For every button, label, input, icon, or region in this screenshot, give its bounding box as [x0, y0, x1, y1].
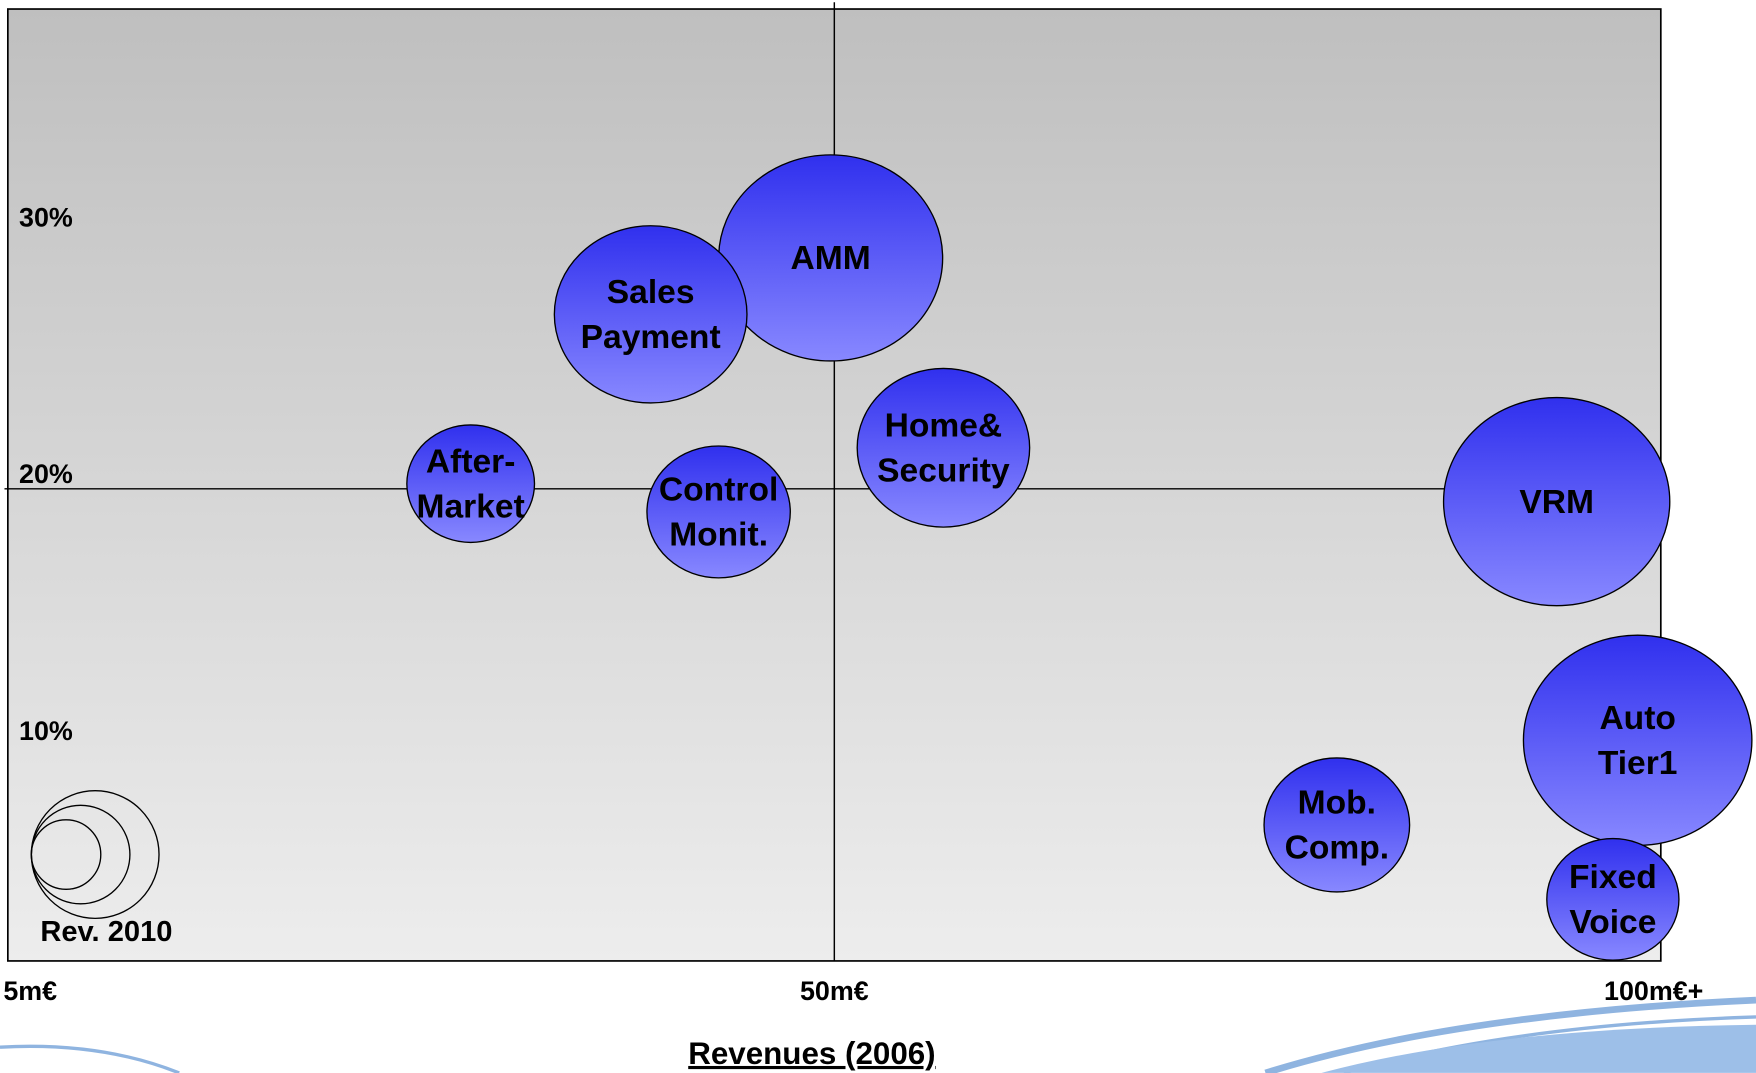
- size-legend-label: Rev. 2010: [40, 916, 172, 948]
- bubble: [1263, 757, 1411, 893]
- bubble-label: Fixed: [1569, 859, 1657, 896]
- bubble: [1522, 634, 1753, 847]
- bubble-label: AMM: [791, 240, 871, 277]
- bubble-label: Auto: [1599, 700, 1675, 737]
- bubble-label: Security: [877, 452, 1010, 489]
- y-tick-label: 30%: [19, 203, 73, 233]
- bubble-label: Control: [659, 472, 778, 509]
- bubble: [646, 445, 791, 579]
- bubble: [553, 225, 748, 404]
- bubble-label: Sales: [607, 274, 695, 311]
- bubble-label: Comp.: [1285, 830, 1389, 867]
- bubble: [406, 424, 536, 544]
- bubble-label: Voice: [1569, 904, 1656, 941]
- bubble-label: After-: [426, 444, 516, 481]
- bubble: [856, 367, 1031, 528]
- bubble-label: Mob.: [1298, 785, 1376, 822]
- bubble-label: Monit.: [669, 517, 768, 554]
- x-tick-label: 5m€: [3, 976, 57, 1006]
- logo-band: [1321, 1024, 1756, 1073]
- x-tick-label: 100m€+: [1604, 976, 1703, 1006]
- bubble-label: Home&: [885, 408, 1003, 445]
- bubble-label: Tier1: [1598, 745, 1678, 782]
- x-axis-label: Revenues (2006): [688, 1036, 935, 1071]
- y-tick-label: 20%: [19, 459, 73, 489]
- bubble: [1546, 837, 1680, 961]
- bubble: [1442, 396, 1671, 607]
- bubble-label: VRM: [1519, 484, 1594, 521]
- size-legend: [30, 790, 160, 920]
- bubble-label: Payment: [581, 319, 721, 356]
- y-tick-label: 10%: [19, 716, 73, 746]
- bubble-label: Market: [417, 488, 525, 525]
- x-tick-label: 50m€: [800, 976, 869, 1006]
